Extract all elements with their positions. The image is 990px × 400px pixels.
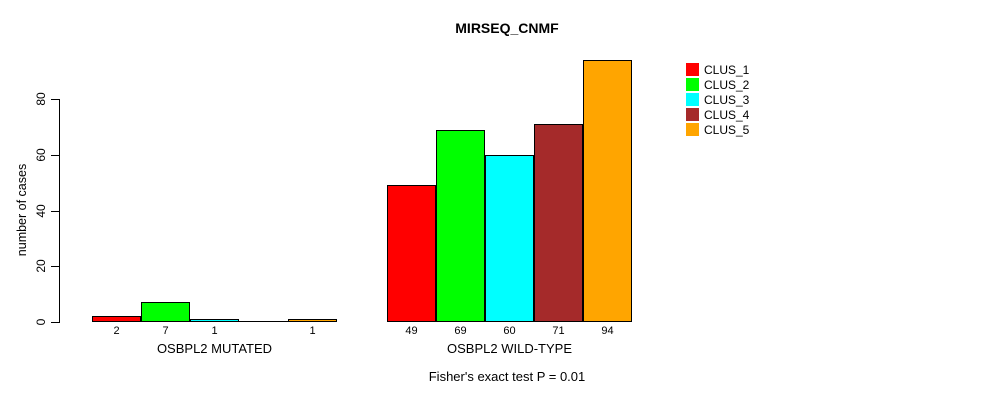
bar-clus_3 [190,319,239,322]
group-label: OSBPL2 MUTATED [156,341,273,356]
bar-clus_4-zero [239,321,288,322]
legend-label: CLUS_4 [704,108,750,122]
y-axis-tick-label: 0 [34,318,48,326]
legend-swatch-clus_5 [686,123,699,136]
bar-clus_4 [534,124,583,322]
bar-clus_5 [583,60,632,322]
legend-swatch-clus_3 [686,93,699,106]
bar-value-label: 1 [211,325,218,337]
bar-value-label: 7 [162,325,169,337]
bar-clus_1 [387,185,436,322]
y-axis-tick [51,322,59,323]
y-axis-tick [51,266,59,267]
y-axis-tick-label: 60 [34,148,48,162]
y-axis-title: number of cases [15,163,29,257]
y-axis-tick [51,99,59,100]
bar-value-label: 60 [503,325,516,337]
bar-clus_5 [288,319,337,322]
y-axis-line [59,99,60,323]
legend-label: CLUS_5 [704,123,750,137]
legend-label: CLUS_2 [704,78,750,92]
chart-title: MIRSEQ_CNMF [455,20,559,36]
bar-clus_2 [141,302,190,322]
bar-clus_3 [485,155,534,322]
legend-swatch-clus_4 [686,108,699,121]
y-axis-tick-label: 40 [34,204,48,218]
bar-value-label: 49 [405,325,418,337]
bar-value-label: 1 [309,325,316,337]
legend-swatch-clus_1 [686,63,699,76]
y-axis-tick-label: 80 [34,92,48,106]
bar-clus_2 [436,130,485,322]
y-axis-tick [51,155,59,156]
caption-text: Fisher's exact test P = 0.01 [428,369,586,384]
legend-label: CLUS_3 [704,93,750,107]
group-label: OSBPL2 WILD-TYPE [447,341,572,356]
bar-value-label: 69 [454,325,467,337]
legend-label: CLUS_1 [704,63,750,77]
legend-swatch-clus_2 [686,78,699,91]
bar-value-label: 2 [113,325,120,337]
y-axis-tick-label: 20 [34,259,48,273]
bar-clus_1 [92,316,141,322]
bar-value-label: 71 [552,325,565,337]
bar-value-label: 94 [601,325,614,337]
y-axis-tick [51,211,59,212]
